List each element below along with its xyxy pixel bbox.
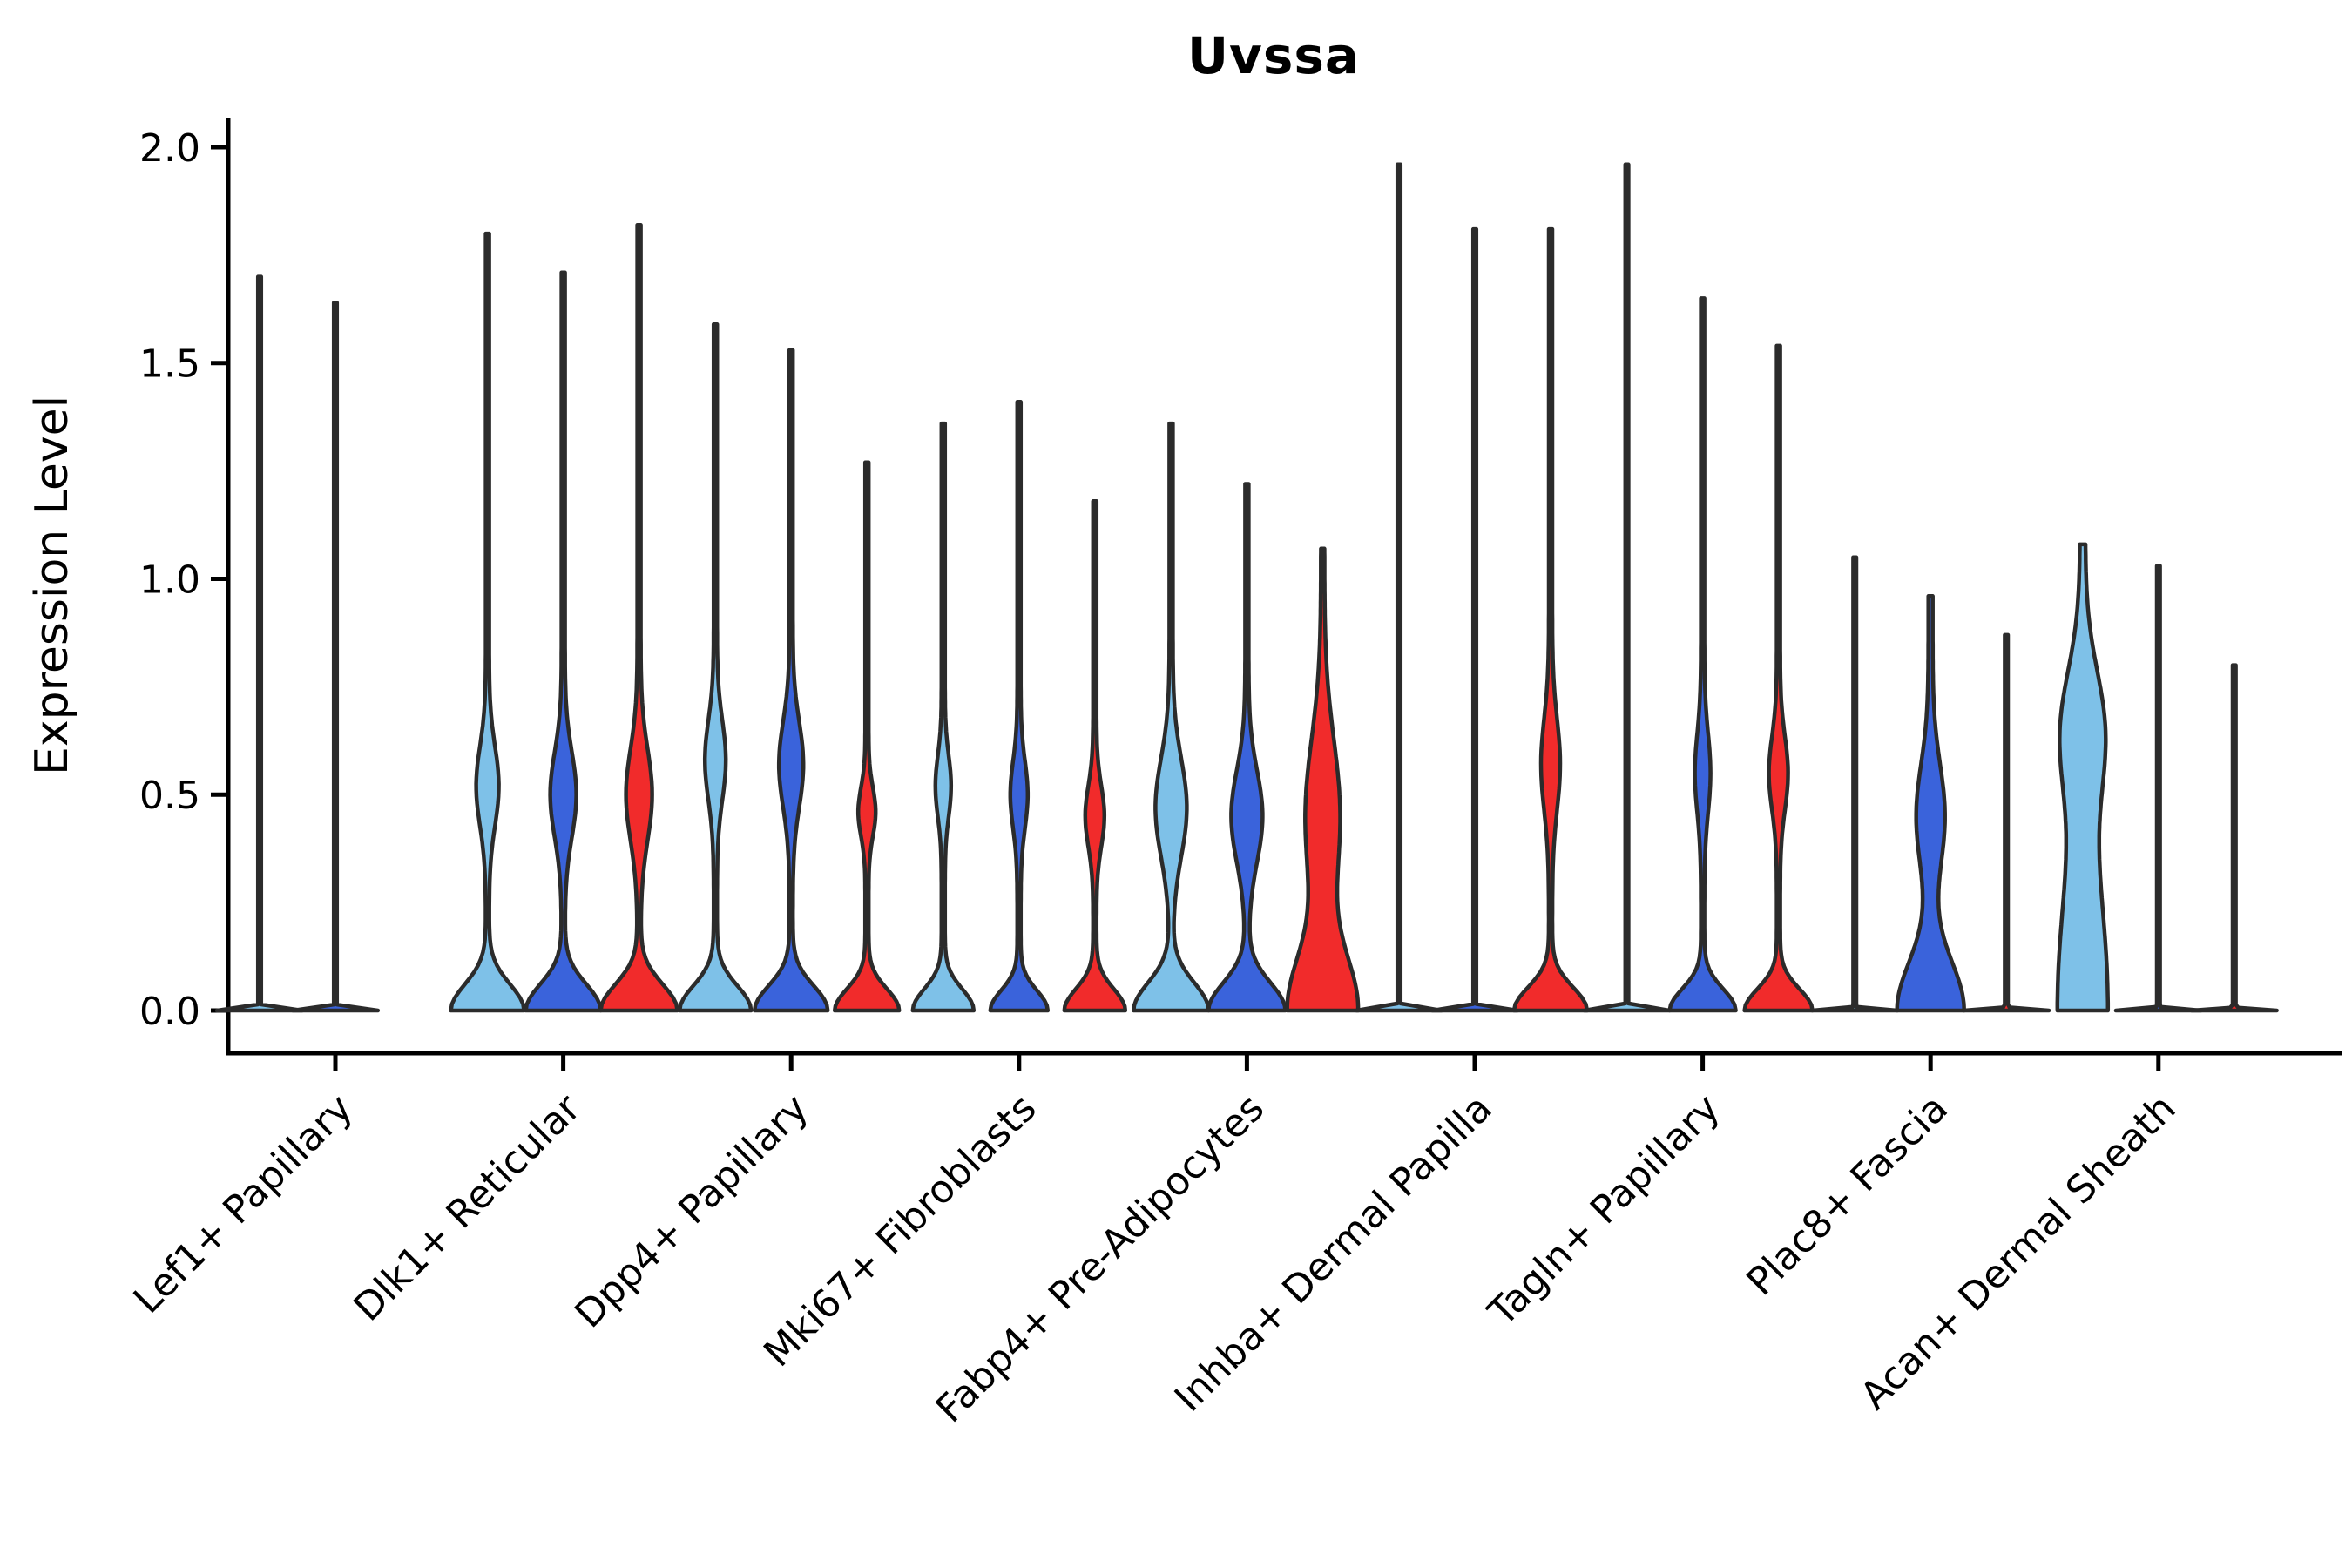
violin-tagln-papillary-light-blue [1582, 162, 1672, 1013]
y-tick-label: 0.0 [139, 990, 200, 1034]
violin-acan-dermal-sheath-light-blue [2055, 542, 2111, 1013]
violin-tagln-papillary-red [1742, 343, 1815, 1013]
violin-inhba-dermal-papilla-red [1511, 226, 1590, 1013]
chart-title: Uvssa [1186, 26, 1361, 85]
violin-plac8-fascia-light-blue [1810, 555, 1900, 1013]
violin-mki67-fibroblasts-blue [988, 400, 1051, 1013]
violin-inhba-dermal-papilla-light-blue [1354, 162, 1444, 1013]
x-category-label: Dpp4+ Papillary [566, 1086, 817, 1337]
x-category-label: Lef1+ Papillary [125, 1086, 362, 1322]
violin-dlk1-reticular-blue [524, 270, 603, 1013]
violin-fabp4-pre-adipocytes-blue [1206, 482, 1288, 1013]
x-category-label: Dlk1+ Reticular [345, 1085, 590, 1330]
violin-plac8-fascia-blue [1895, 594, 1966, 1013]
x-category-label: Tagln+ Papillary [1479, 1086, 1728, 1335]
violin-plac8-fascia-red [1962, 632, 2051, 1013]
y-tick-label: 1.0 [139, 558, 200, 602]
violin-dlk1-reticular-light-blue [449, 231, 526, 1013]
violin-mki67-fibroblasts-light-blue [910, 421, 977, 1013]
violin-mki67-fibroblasts-red [1062, 499, 1128, 1013]
violin-dpp4-papillary-light-blue [677, 321, 754, 1013]
violin-tagln-papillary-blue [1667, 296, 1738, 1013]
violin-lef1-papillary-blue [290, 301, 381, 1013]
violin-dpp4-papillary-blue [752, 348, 830, 1013]
violin-fabp4-pre-adipocytes-light-blue [1132, 421, 1211, 1013]
y-tick-label: 1.5 [139, 342, 200, 387]
violin-inhba-dermal-papilla-blue [1429, 226, 1520, 1013]
x-category-label: Plac8+ Fascia [1738, 1086, 1957, 1305]
y-tick-label: 2.0 [139, 126, 200, 171]
violin-dpp4-papillary-red [832, 460, 902, 1013]
violin-acan-dermal-sheath-blue [2113, 564, 2203, 1013]
violin-fabp4-pre-adipocytes-red [1285, 546, 1361, 1013]
y-tick-label: 0.5 [139, 774, 200, 818]
violin-dlk1-reticular-red [598, 222, 679, 1013]
violin-acan-dermal-sheath-red [2189, 663, 2279, 1013]
